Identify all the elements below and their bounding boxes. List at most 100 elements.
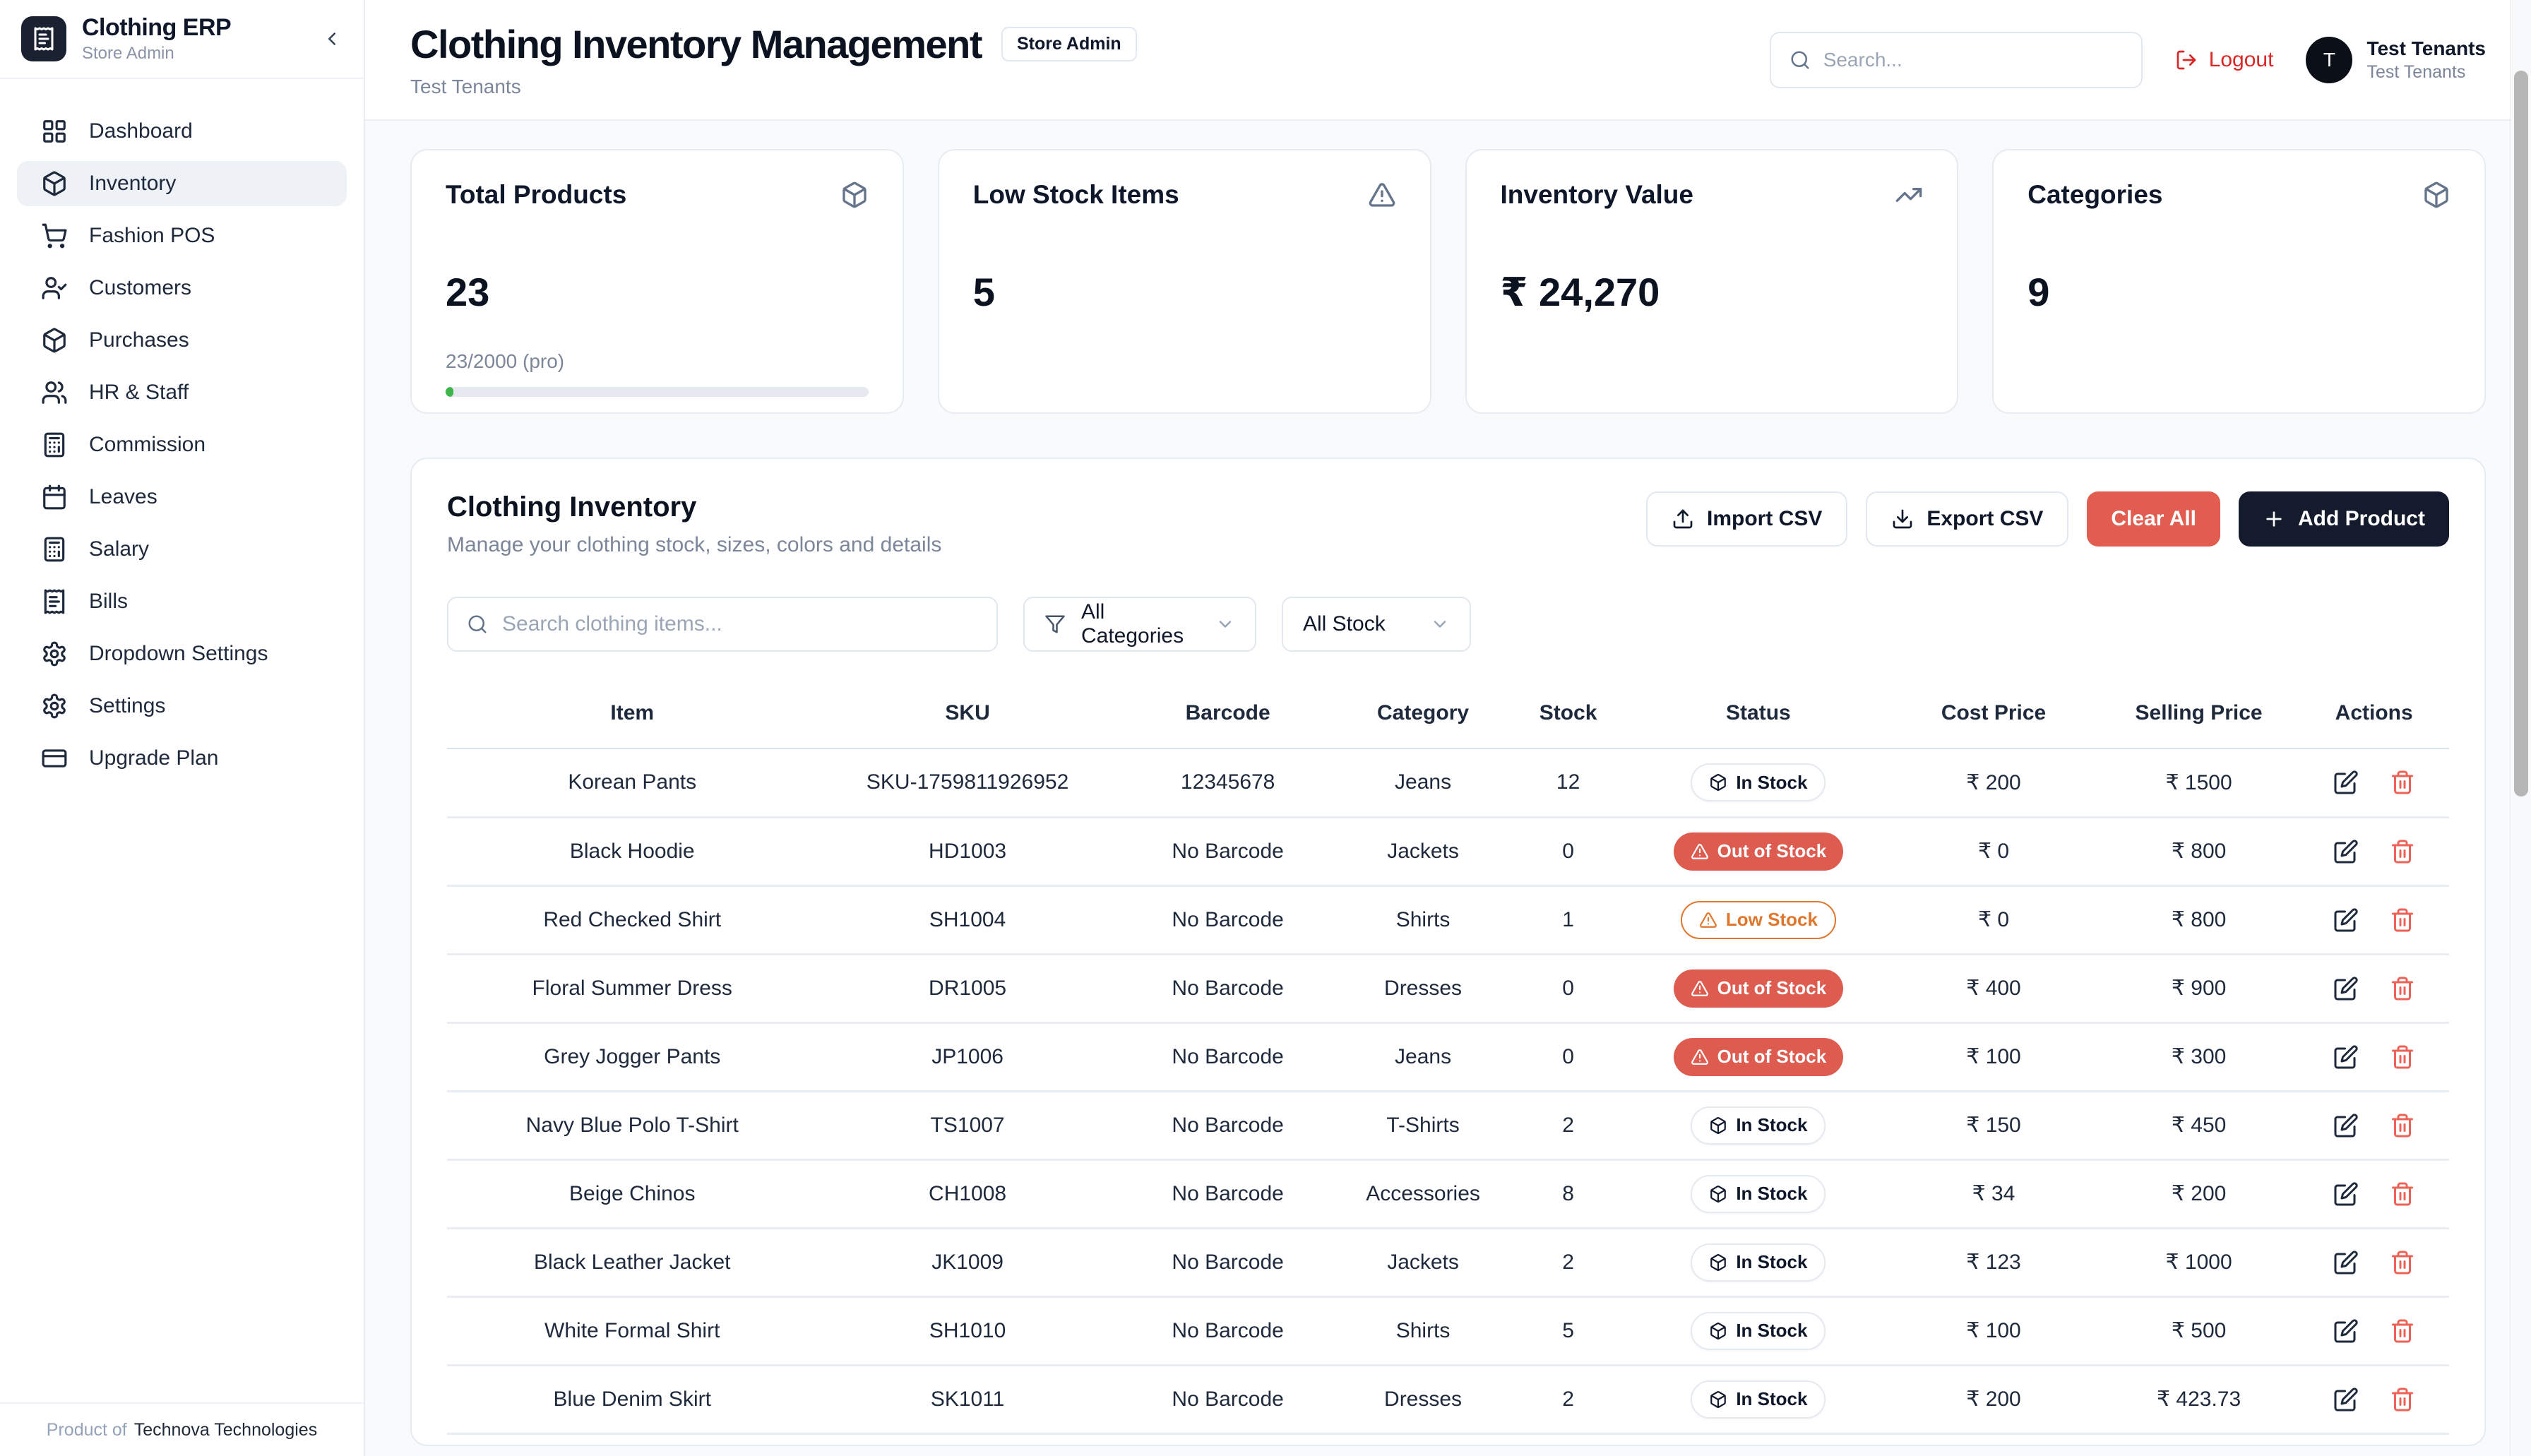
trash-icon <box>2390 976 2415 1001</box>
sidebar-item-hr-staff[interactable]: HR & Staff <box>17 370 347 415</box>
edit-button[interactable] <box>2333 976 2359 1001</box>
stat-card-total-products: Total Products 23 23/2000 (pro) <box>410 149 904 414</box>
calculator-icon <box>41 536 68 563</box>
sidebar-item-commission[interactable]: Commission <box>17 422 347 467</box>
cell-barcode: No Barcode <box>1117 885 1338 955</box>
cell-status: Low Stock <box>1628 885 1889 955</box>
cell-selling-price: ₹ 450 <box>2098 1091 2299 1161</box>
alert-triangle-icon <box>1368 181 1396 209</box>
inventory-search[interactable] <box>447 597 998 652</box>
user-chip[interactable]: T Test Tenants Test Tenants <box>2306 36 2486 83</box>
cell-stock: 0 <box>1508 817 1628 887</box>
inventory-search-input[interactable] <box>502 612 978 636</box>
cell-category: Shirts <box>1338 885 1508 955</box>
logout-button[interactable]: Logout <box>2175 48 2273 72</box>
sidebar-item-fashion-pos[interactable]: Fashion POS <box>17 213 347 258</box>
column-header-selling-price: Selling Price <box>2098 687 2299 749</box>
delete-button[interactable] <box>2390 1181 2415 1207</box>
cell-selling-price: ₹ 900 <box>2098 954 2299 1024</box>
stock-filter-select[interactable]: All Stock <box>1282 597 1471 652</box>
table-row: Korean Pants SKU-1759811926952 12345678 Jea… <box>447 748 2449 818</box>
trash-icon <box>2390 1318 2415 1344</box>
sidebar-item-label: Purchases <box>89 328 189 352</box>
edit-icon <box>2333 907 2359 933</box>
delete-button[interactable] <box>2390 770 2415 795</box>
sidebar-item-label: Inventory <box>89 172 177 195</box>
shopping-cart-icon <box>41 222 68 249</box>
edit-button[interactable] <box>2333 907 2359 933</box>
cell-cost-price: ₹ 100 <box>1888 1022 2099 1092</box>
delete-button[interactable] <box>2390 1113 2415 1138</box>
edit-button[interactable] <box>2333 1387 2359 1412</box>
cell-stock: 12 <box>1508 748 1628 818</box>
status-badge: In Stock <box>1691 1106 1826 1145</box>
cell-status: Out of Stock <box>1628 1022 1889 1092</box>
receipt-logo-icon <box>31 26 56 52</box>
delete-button[interactable] <box>2390 839 2415 864</box>
cell-status: In Stock <box>1628 1365 1889 1435</box>
cell-category: T-Shirts <box>1338 1091 1508 1161</box>
sidebar-item-purchases[interactable]: Purchases <box>17 318 347 363</box>
sidebar-item-bills[interactable]: Bills <box>17 579 347 624</box>
export-csv-button[interactable]: Export CSV <box>1866 491 2069 547</box>
cell-item: Korean Pants <box>447 748 818 818</box>
delete-button[interactable] <box>2390 1044 2415 1070</box>
cell-barcode: No Barcode <box>1117 1365 1338 1435</box>
edit-button[interactable] <box>2333 1250 2359 1275</box>
edit-button[interactable] <box>2333 839 2359 864</box>
package-icon <box>1709 1185 1727 1203</box>
delete-button[interactable] <box>2390 1318 2415 1344</box>
cell-stock: 2 <box>1508 1091 1628 1161</box>
edit-button[interactable] <box>2333 1318 2359 1344</box>
trash-icon <box>2390 1387 2415 1412</box>
edit-button[interactable] <box>2333 770 2359 795</box>
global-search-input[interactable] <box>1823 48 2123 71</box>
edit-button[interactable] <box>2333 1044 2359 1070</box>
footer-company: Technova Technologies <box>133 1419 318 1440</box>
cell-barcode: 12345678 <box>1117 748 1338 818</box>
sidebar-item-dropdown-settings[interactable]: Dropdown Settings <box>17 631 347 676</box>
page-scrollbar[interactable] <box>2510 0 2531 1456</box>
search-icon <box>1789 49 1811 71</box>
cell-cost-price: ₹ 0 <box>1888 885 2099 955</box>
app-subtitle: Store Admin <box>82 44 174 63</box>
trash-icon <box>2390 839 2415 864</box>
sidebar-item-salary[interactable]: Salary <box>17 527 347 572</box>
edit-button[interactable] <box>2333 1113 2359 1138</box>
delete-button[interactable] <box>2390 1387 2415 1412</box>
sidebar-collapse-button[interactable] <box>321 28 343 49</box>
cell-barcode: No Barcode <box>1117 1091 1338 1161</box>
add-product-button[interactable]: Add Product <box>2239 491 2449 547</box>
layout-grid-icon <box>41 118 68 145</box>
sidebar-item-inventory[interactable]: Inventory <box>17 161 347 206</box>
cell-cost-price: ₹ 0 <box>1888 817 2099 887</box>
cell-item: Blue Denim Skirt <box>447 1365 818 1435</box>
cell-category: Dresses <box>1338 954 1508 1024</box>
package-icon <box>1709 1253 1727 1272</box>
edit-button[interactable] <box>2333 1181 2359 1207</box>
delete-button[interactable] <box>2390 907 2415 933</box>
sidebar-item-dashboard[interactable]: Dashboard <box>17 109 347 154</box>
cell-sku: SH1004 <box>817 885 1118 955</box>
clear-all-button[interactable]: Clear All <box>2087 491 2220 547</box>
credit-card-icon <box>41 745 68 772</box>
scrollbar-thumb[interactable] <box>2514 71 2528 796</box>
cell-actions <box>2299 954 2449 1024</box>
import-csv-button[interactable]: Import CSV <box>1646 491 1848 547</box>
table-row: Navy Blue Polo T-Shirt TS1007 No Barcode T-… <box>447 1091 2449 1161</box>
category-filter-select[interactable]: All Categories <box>1023 597 1256 652</box>
sidebar-item-upgrade-plan[interactable]: Upgrade Plan <box>17 736 347 781</box>
search-icon <box>467 614 488 635</box>
sidebar-item-settings[interactable]: Settings <box>17 684 347 729</box>
global-search[interactable] <box>1769 31 2143 88</box>
sidebar-item-leaves[interactable]: Leaves <box>17 475 347 520</box>
sidebar-item-customers[interactable]: Customers <box>17 265 347 311</box>
delete-button[interactable] <box>2390 976 2415 1001</box>
cell-actions <box>2299 1159 2449 1229</box>
delete-button[interactable] <box>2390 1250 2415 1275</box>
cell-stock: 1 <box>1508 885 1628 955</box>
column-header-stock: Stock <box>1508 687 1628 749</box>
column-header-status: Status <box>1628 687 1889 749</box>
stat-cards: Total Products 23 23/2000 (pro) Low Stock I… <box>410 149 2486 414</box>
cell-actions <box>2299 1022 2449 1092</box>
